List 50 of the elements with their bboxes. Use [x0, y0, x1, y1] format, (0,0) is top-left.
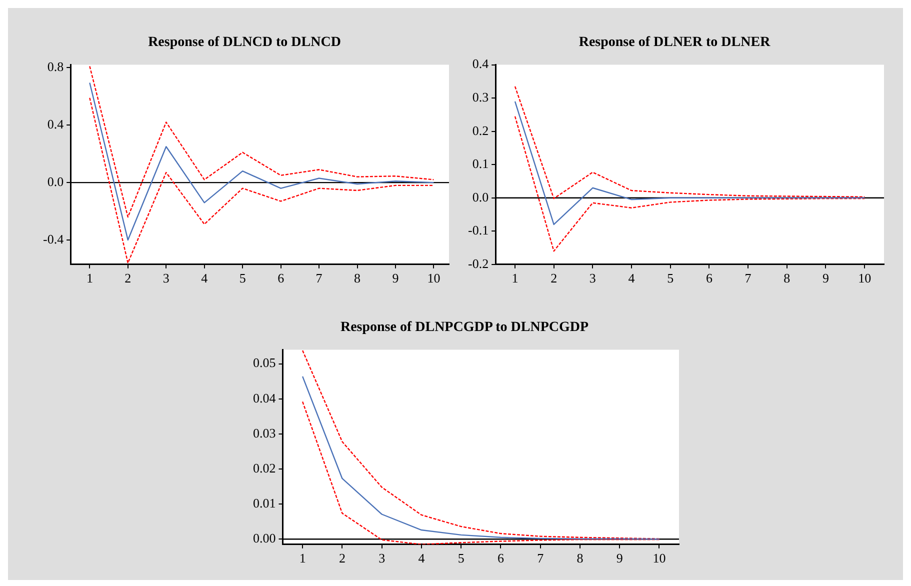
- x-tick-label: 9: [616, 550, 623, 566]
- x-tick-label: 5: [667, 270, 674, 286]
- x-tick-label: 8: [576, 550, 584, 566]
- y-tick-label: 0.00: [253, 530, 276, 546]
- chart-title: Response of DLNPCGDP to DLNPCGDP: [340, 320, 589, 336]
- x-tick-label: 1: [512, 270, 518, 286]
- x-tick-label: 9: [392, 270, 399, 286]
- x-tick-label: 9: [822, 270, 829, 286]
- x-tick-label: 7: [316, 270, 323, 286]
- x-tick-label: 10: [858, 270, 872, 286]
- x-tick-label: 2: [124, 270, 132, 286]
- y-tick-label: -0.2: [468, 256, 489, 271]
- x-tick-label: 7: [537, 550, 544, 566]
- x-tick-label: 8: [784, 270, 790, 286]
- x-tick-label: 5: [239, 270, 246, 286]
- x-tick-label: 10: [427, 270, 440, 286]
- y-tick-label: 0.4: [47, 116, 64, 132]
- y-tick-label: 0.1: [472, 156, 489, 172]
- x-tick-label: 2: [550, 270, 558, 286]
- y-tick-label: 0.0: [47, 174, 64, 189]
- x-tick-label: 8: [354, 270, 361, 286]
- x-tick-label: 3: [162, 270, 170, 286]
- y-tick-label: -0.4: [42, 231, 64, 246]
- y-tick-label: 0.2: [472, 122, 489, 138]
- x-tick-label: 1: [86, 270, 93, 286]
- x-tick-label: 1: [299, 550, 306, 566]
- y-tick-label: 0.01: [253, 496, 276, 510]
- x-tick-label: 2: [338, 550, 346, 566]
- y-tick-label: -0.1: [468, 222, 489, 238]
- x-tick-label: 4: [201, 270, 208, 286]
- x-tick-label: 6: [706, 270, 713, 286]
- x-tick-label: 6: [278, 270, 285, 286]
- y-tick-label: 0.0: [472, 189, 489, 204]
- x-tick-label: 6: [497, 550, 504, 566]
- x-tick-label: 3: [378, 550, 386, 566]
- x-tick-label: 3: [589, 270, 596, 286]
- x-tick-label: 10: [652, 550, 666, 566]
- y-tick-label: 0.02: [253, 460, 276, 476]
- y-tick-label: 0.4: [472, 56, 490, 72]
- chart-title: Response of DLNER to DLNER: [578, 35, 772, 50]
- x-tick-label: 7: [744, 270, 752, 286]
- y-tick-label: 0.03: [253, 425, 276, 440]
- y-tick-label: 0.05: [253, 355, 276, 370]
- y-tick-label: 0.8: [47, 59, 64, 74]
- x-tick-label: 4: [418, 550, 426, 566]
- y-tick-label: 0.3: [472, 89, 489, 104]
- x-tick-label: 4: [628, 270, 636, 286]
- chart-title: Response of DLNCD to DLNCD: [148, 35, 341, 50]
- x-tick-label: 5: [458, 550, 464, 566]
- y-tick-label: 0.04: [253, 390, 276, 406]
